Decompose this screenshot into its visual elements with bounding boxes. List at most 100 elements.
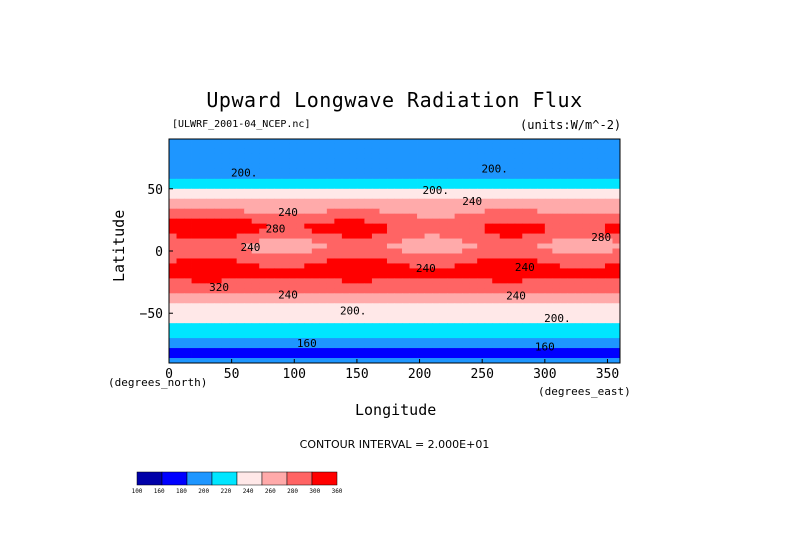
heatmap-cell bbox=[604, 288, 613, 294]
heatmap-cell bbox=[304, 218, 313, 225]
heatmap-cell bbox=[567, 248, 576, 254]
heatmap-cell bbox=[281, 268, 290, 274]
heatmap-cell bbox=[386, 198, 395, 205]
heatmap-cell bbox=[341, 303, 350, 309]
heatmap-cell bbox=[582, 173, 591, 180]
heatmap-cell bbox=[574, 208, 583, 215]
heatmap-cell bbox=[447, 139, 456, 145]
heatmap-cell bbox=[499, 183, 508, 190]
heatmap-cell bbox=[251, 328, 260, 334]
heatmap-cell bbox=[236, 148, 245, 155]
heatmap-cell bbox=[394, 253, 403, 259]
heatmap-cell bbox=[537, 139, 546, 145]
heatmap-cell bbox=[304, 278, 313, 284]
heatmap-cell bbox=[507, 323, 516, 329]
heatmap-cell bbox=[214, 273, 223, 279]
heatmap-cell bbox=[544, 313, 553, 319]
heatmap-cell bbox=[334, 168, 343, 175]
heatmap-cell bbox=[266, 139, 275, 145]
heatmap-cell bbox=[364, 273, 373, 279]
heatmap-cell bbox=[326, 168, 335, 175]
heatmap-cell bbox=[184, 323, 192, 329]
heatmap-cell bbox=[199, 198, 207, 205]
heatmap-cell bbox=[417, 198, 425, 205]
heatmap-cell bbox=[304, 283, 313, 289]
heatmap-cell bbox=[169, 148, 177, 155]
x-tick-label: 250 bbox=[470, 367, 493, 382]
heatmap-cell bbox=[341, 218, 350, 225]
heatmap-cell bbox=[289, 248, 298, 254]
heatmap-cell bbox=[191, 173, 200, 180]
x-tick-label: 100 bbox=[283, 367, 306, 382]
heatmap-cell bbox=[289, 338, 298, 344]
heatmap-cell bbox=[394, 223, 403, 229]
heatmap-cell bbox=[537, 293, 546, 299]
heatmap-cell bbox=[597, 348, 606, 354]
heatmap-cell bbox=[326, 298, 335, 304]
heatmap-cell bbox=[537, 188, 546, 195]
heatmap-cell bbox=[507, 203, 516, 210]
heatmap-cell bbox=[477, 248, 486, 254]
heatmap-cell bbox=[567, 343, 576, 349]
heatmap-cell bbox=[432, 328, 440, 334]
heatmap-cell bbox=[386, 223, 395, 229]
heatmap-cell bbox=[574, 333, 583, 339]
heatmap-cell bbox=[221, 258, 230, 264]
heatmap-cell bbox=[244, 203, 253, 210]
heatmap-cell bbox=[266, 313, 275, 319]
heatmap-cell bbox=[184, 213, 192, 220]
heatmap-cell bbox=[176, 313, 185, 319]
heatmap-cell bbox=[469, 323, 478, 329]
heatmap-cell bbox=[574, 253, 583, 259]
heatmap-cell bbox=[386, 218, 395, 225]
heatmap-cell bbox=[507, 313, 516, 319]
heatmap-cell bbox=[454, 338, 463, 344]
heatmap-cell bbox=[289, 228, 298, 234]
heatmap-cell bbox=[454, 139, 463, 145]
heatmap-cell bbox=[206, 228, 215, 234]
heatmap-cell bbox=[582, 258, 591, 264]
heatmap-cell bbox=[522, 298, 531, 304]
heatmap-cell bbox=[281, 183, 290, 190]
heatmap-cell bbox=[432, 278, 440, 284]
heatmap-cell bbox=[447, 263, 456, 269]
heatmap-cell bbox=[304, 273, 313, 279]
heatmap-cell bbox=[341, 233, 350, 239]
heatmap-cell bbox=[191, 268, 200, 274]
heatmap-cell bbox=[507, 238, 516, 244]
heatmap-cell bbox=[379, 183, 388, 190]
heatmap-cell bbox=[552, 228, 561, 234]
heatmap-cell bbox=[379, 348, 388, 354]
heatmap-cell bbox=[311, 278, 320, 284]
heatmap-cell bbox=[259, 353, 268, 359]
heatmap-cell bbox=[364, 298, 373, 304]
heatmap-cell bbox=[169, 228, 177, 234]
heatmap-cell bbox=[402, 343, 410, 349]
heatmap-cell bbox=[582, 273, 591, 279]
heatmap-cell bbox=[424, 253, 433, 259]
x-tick-label: 300 bbox=[533, 367, 556, 382]
heatmap-cell bbox=[514, 253, 523, 259]
heatmap-cell bbox=[589, 283, 598, 289]
heatmap-cell bbox=[484, 303, 493, 309]
heatmap-cell bbox=[417, 318, 425, 324]
heatmap-cell bbox=[259, 203, 268, 210]
heatmap-cell bbox=[304, 238, 313, 244]
heatmap-cell bbox=[507, 303, 516, 309]
heatmap-cell bbox=[484, 348, 493, 354]
heatmap-cell bbox=[514, 343, 523, 349]
heatmap-cell bbox=[589, 353, 598, 359]
heatmap-cell bbox=[469, 218, 478, 225]
heatmap-cell bbox=[522, 183, 531, 190]
heatmap-cell bbox=[304, 213, 313, 220]
heatmap-cell bbox=[244, 173, 253, 180]
heatmap-cell bbox=[424, 218, 433, 225]
heatmap-cell bbox=[469, 153, 478, 160]
heatmap-cell bbox=[206, 313, 215, 319]
heatmap-cell bbox=[326, 198, 335, 205]
heatmap-cell bbox=[612, 168, 621, 175]
heatmap-cell bbox=[289, 178, 298, 185]
heatmap-cell bbox=[402, 203, 410, 210]
heatmap-cell bbox=[199, 148, 207, 155]
heatmap-cell bbox=[191, 208, 200, 215]
